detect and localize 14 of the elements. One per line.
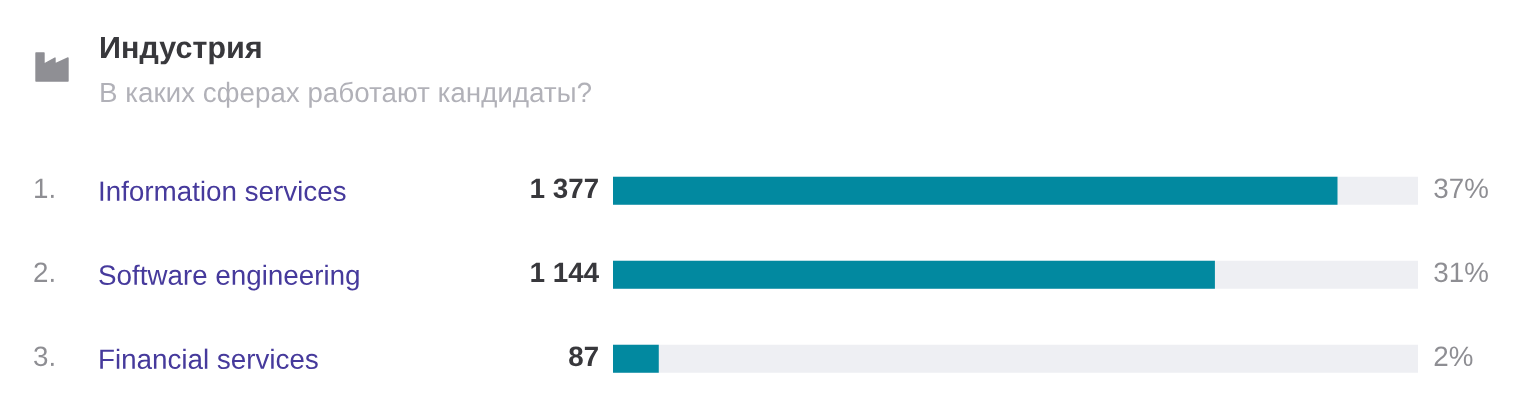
y-tick-label: Financial services (100, 348, 318, 370)
data-label: 87 (569, 346, 598, 367)
data-label: 1 144 (531, 262, 599, 282)
text: 3. (34, 346, 54, 367)
text: 31% (1434, 262, 1488, 283)
text: Индустрия (101, 36, 261, 65)
text: В каких сферах работают кандидаты? (101, 81, 592, 108)
data-label: 1 377 (531, 178, 598, 199)
text: 2% (1434, 346, 1473, 367)
y-tick-label: Software engineering (99, 264, 359, 291)
text: 2. (34, 262, 54, 282)
text: 1. (35, 178, 54, 198)
text: 37% (1434, 178, 1488, 199)
y-tick-label: Information services (100, 180, 346, 202)
